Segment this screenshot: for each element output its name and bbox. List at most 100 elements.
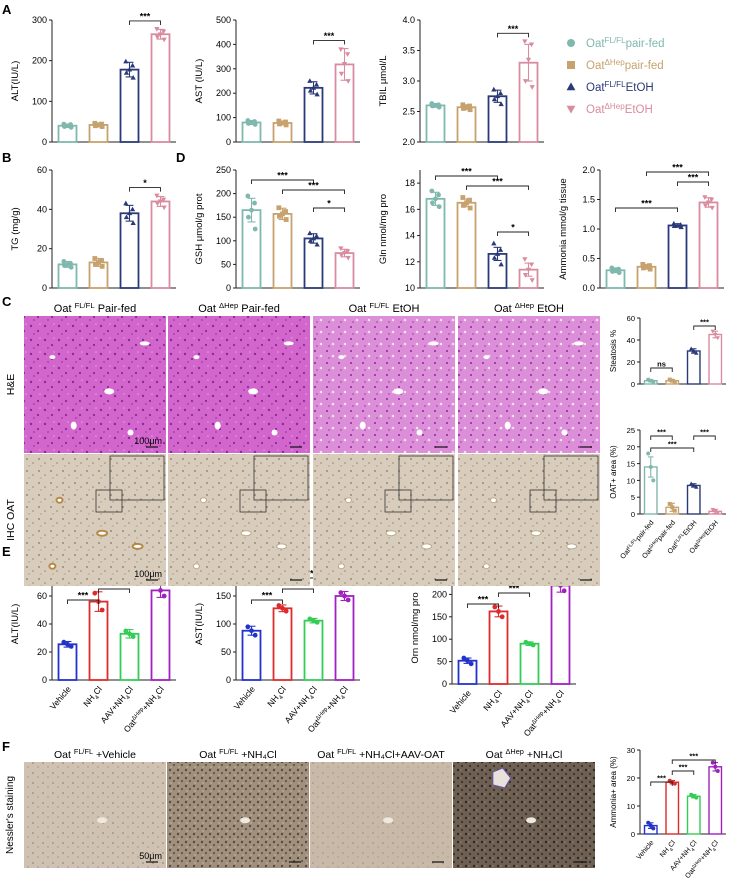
bar — [150, 200, 171, 289]
data-point — [429, 188, 435, 194]
tick-label: 2.0 — [582, 165, 595, 175]
data-point — [338, 47, 344, 53]
significance-bracket: *** — [650, 774, 673, 786]
data-point — [280, 120, 285, 126]
significance-bracket: *** — [251, 591, 283, 604]
data-point — [710, 329, 715, 334]
significance-label: ns — [657, 360, 666, 369]
tick-label: 20 — [627, 358, 635, 367]
inset-region — [95, 489, 123, 513]
tick-label: 1.5 — [582, 195, 595, 205]
panel-letter-E: E — [2, 544, 11, 559]
significance-label: *** — [668, 440, 677, 449]
data-point — [307, 238, 314, 243]
data-point — [161, 37, 167, 43]
tick-label: 0 — [442, 679, 447, 689]
data-point — [641, 265, 646, 271]
data-point — [522, 257, 528, 262]
he-micrograph — [313, 316, 455, 453]
data-point — [65, 641, 70, 647]
bar — [686, 795, 701, 835]
significance-label: *** — [277, 171, 288, 181]
data-point — [522, 39, 528, 45]
significance-label: *** — [324, 31, 335, 41]
data-point — [61, 121, 67, 127]
bar — [57, 263, 78, 289]
data-point — [646, 377, 651, 382]
data-point — [126, 66, 133, 72]
significance-bracket: *** — [677, 173, 709, 186]
data-point — [677, 222, 684, 227]
data-point — [68, 122, 73, 127]
data-point — [646, 820, 651, 825]
significance-bracket: *** — [498, 584, 530, 597]
tick-label: 20 — [37, 647, 47, 657]
y-axis-label: ALT(IU/L) — [10, 61, 21, 101]
data-point — [467, 107, 473, 113]
nessler-micrograph — [310, 762, 452, 868]
data-point — [461, 106, 466, 111]
data-point — [430, 200, 435, 206]
tick-label: 0 — [42, 675, 47, 685]
data-point — [283, 608, 289, 614]
bar — [636, 265, 657, 289]
tick-label: 100 — [216, 236, 231, 246]
chart-A3: 2.0 2.5 3.0 3.5 4.0 TBIL μmol/L *** — [378, 15, 544, 147]
legend-marker — [566, 105, 576, 114]
bar — [334, 252, 355, 289]
data-point — [160, 197, 167, 203]
category-label: Vehicle — [448, 688, 473, 716]
data-point — [93, 123, 98, 129]
significance-bracket: *** — [497, 24, 529, 38]
data-point — [345, 255, 351, 261]
data-point — [651, 826, 656, 831]
bar — [119, 632, 140, 681]
category-label: Vehicle — [232, 684, 257, 712]
bar — [550, 584, 571, 685]
data-point — [342, 593, 347, 599]
data-point — [691, 348, 696, 353]
data-point — [154, 193, 160, 199]
data-point — [96, 122, 101, 128]
inset-zoom — [253, 455, 309, 501]
tick-label: 2.0 — [402, 137, 415, 147]
data-point — [492, 604, 498, 610]
data-point — [671, 220, 677, 226]
tick-label: 14 — [405, 231, 415, 241]
data-point — [522, 79, 529, 84]
y-axis-label: Ammonia mmol/g tissue — [558, 178, 569, 279]
data-point — [154, 201, 161, 207]
significance-label: *** — [679, 763, 688, 772]
scale-bar-label: 100μm — [134, 569, 162, 579]
data-point — [709, 205, 715, 211]
bar — [487, 95, 508, 143]
tick-label: 25 — [627, 426, 635, 435]
tick-label: 0.5 — [582, 254, 595, 264]
data-point — [694, 350, 699, 355]
bar — [303, 86, 324, 143]
he-micrograph — [168, 316, 310, 453]
data-point — [713, 764, 718, 769]
bar — [519, 642, 540, 685]
tick-label: 0 — [631, 830, 635, 839]
legend-label: OatFL/FLpair-fed — [586, 36, 665, 51]
data-point — [276, 118, 282, 124]
data-point — [338, 71, 345, 77]
significance-label: *** — [657, 774, 666, 783]
tick-label: 10 — [405, 283, 415, 293]
tick-label: 150 — [216, 212, 231, 222]
data-point — [129, 62, 136, 68]
data-point — [314, 619, 320, 625]
data-point — [344, 249, 351, 254]
data-point — [702, 195, 708, 200]
category-label: NH4Cl — [481, 688, 506, 715]
data-point — [99, 258, 104, 263]
significance-bracket: *** — [671, 752, 716, 764]
tick-label: 20 — [37, 244, 47, 254]
data-point — [464, 200, 469, 206]
data-point — [491, 240, 497, 246]
data-point — [710, 508, 715, 512]
data-point — [68, 261, 73, 266]
data-point — [702, 203, 709, 209]
